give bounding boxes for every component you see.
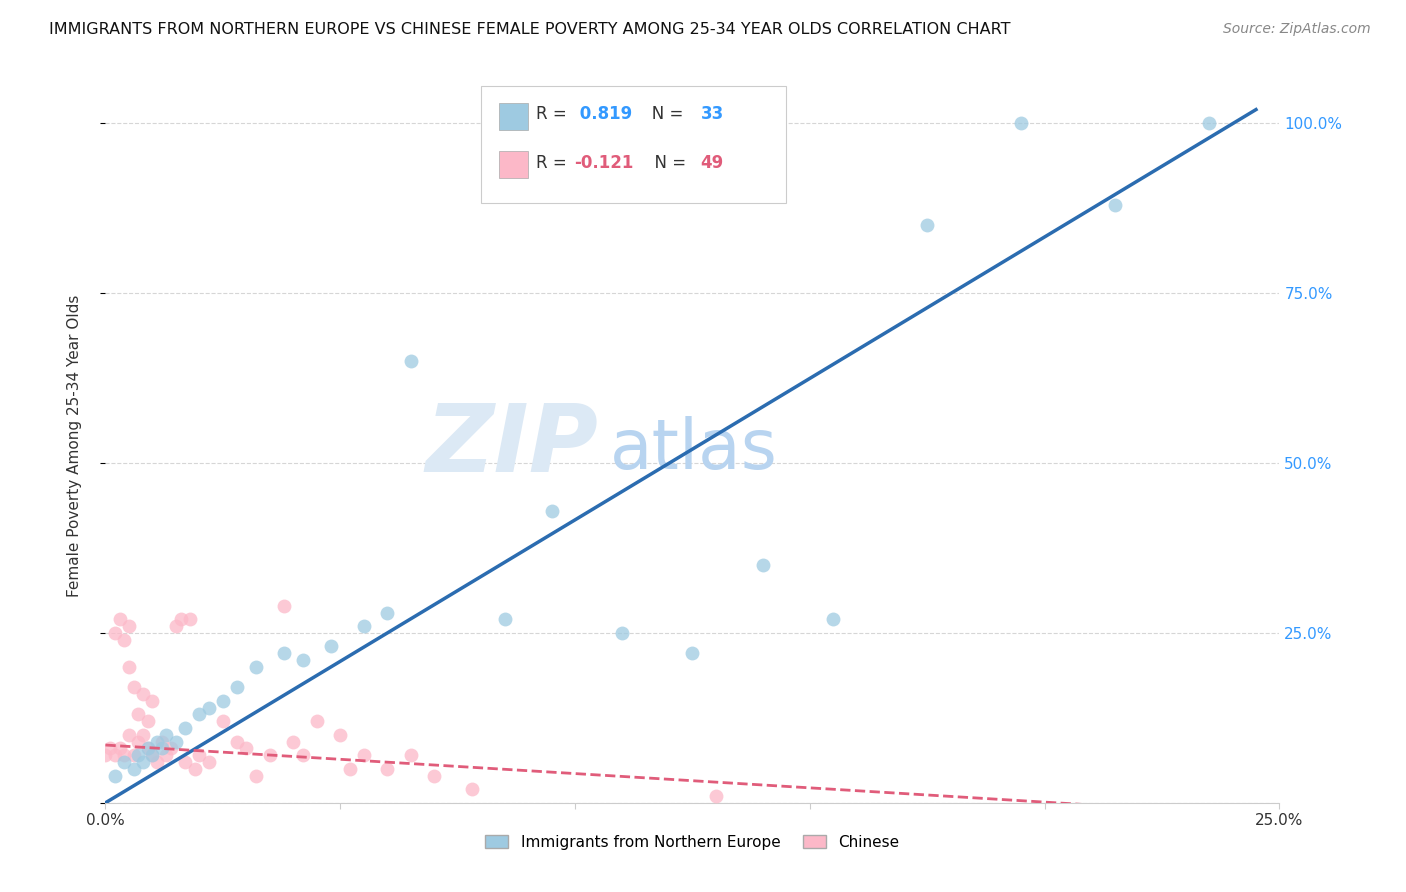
- Point: [118, 619, 141, 633]
- Point: [1010, 116, 1032, 130]
- Point: [375, 762, 398, 776]
- Point: [179, 612, 201, 626]
- Point: [197, 755, 219, 769]
- Point: [423, 769, 446, 783]
- Y-axis label: Female Poverty Among 25-34 Year Olds: Female Poverty Among 25-34 Year Olds: [67, 295, 82, 597]
- Point: [273, 599, 295, 613]
- Point: [461, 782, 484, 797]
- Point: [1104, 198, 1126, 212]
- Point: [197, 700, 219, 714]
- Point: [245, 769, 267, 783]
- Point: [155, 728, 177, 742]
- Legend: Immigrants from Northern Europe, Chinese: Immigrants from Northern Europe, Chinese: [479, 829, 905, 855]
- Point: [283, 734, 305, 748]
- Point: [132, 728, 155, 742]
- Point: [245, 660, 267, 674]
- FancyBboxPatch shape: [481, 86, 786, 203]
- Point: [399, 748, 422, 763]
- Text: R =: R =: [536, 105, 572, 123]
- Point: [141, 748, 163, 763]
- Point: [136, 741, 159, 756]
- Point: [104, 769, 127, 783]
- Point: [211, 714, 233, 729]
- Point: [188, 748, 211, 763]
- Point: [108, 612, 131, 626]
- Point: [122, 748, 145, 763]
- Point: [174, 755, 197, 769]
- Point: [211, 694, 233, 708]
- Text: IMMIGRANTS FROM NORTHERN EUROPE VS CHINESE FEMALE POVERTY AMONG 25-34 YEAR OLDS : IMMIGRANTS FROM NORTHERN EUROPE VS CHINE…: [49, 22, 1011, 37]
- Point: [98, 741, 121, 756]
- Point: [610, 626, 633, 640]
- Text: R =: R =: [536, 153, 572, 171]
- Point: [150, 734, 173, 748]
- Point: [273, 646, 295, 660]
- Point: [226, 734, 249, 748]
- Point: [118, 728, 141, 742]
- Text: atlas: atlas: [610, 416, 778, 483]
- Text: 0.819: 0.819: [574, 105, 633, 123]
- Point: [112, 632, 135, 647]
- Point: [917, 218, 939, 232]
- Point: [183, 762, 205, 776]
- Point: [127, 748, 149, 763]
- Bar: [499, 103, 529, 130]
- Point: [104, 626, 127, 640]
- Point: [494, 612, 516, 626]
- Point: [141, 748, 163, 763]
- Point: [823, 612, 845, 626]
- Point: [94, 748, 117, 763]
- Text: -0.121: -0.121: [574, 153, 633, 171]
- Point: [127, 734, 149, 748]
- Point: [375, 606, 398, 620]
- Point: [169, 612, 191, 626]
- Point: [259, 748, 281, 763]
- Point: [146, 755, 169, 769]
- Point: [136, 741, 159, 756]
- Point: [291, 748, 314, 763]
- Point: [226, 680, 249, 694]
- Point: [136, 714, 159, 729]
- Point: [132, 755, 155, 769]
- Point: [146, 734, 169, 748]
- Point: [104, 748, 127, 763]
- Point: [108, 741, 131, 756]
- Text: ZIP: ZIP: [426, 400, 599, 492]
- Point: [682, 646, 704, 660]
- Point: [339, 762, 361, 776]
- Point: [1198, 116, 1220, 130]
- Point: [319, 640, 342, 654]
- Point: [141, 694, 163, 708]
- Point: [150, 741, 173, 756]
- Text: N =: N =: [644, 153, 692, 171]
- Point: [174, 721, 197, 735]
- Point: [155, 748, 177, 763]
- Point: [399, 354, 422, 368]
- Point: [704, 789, 727, 803]
- Point: [235, 741, 257, 756]
- Point: [305, 714, 328, 729]
- Point: [112, 755, 135, 769]
- Point: [112, 748, 135, 763]
- Point: [540, 503, 562, 517]
- Text: 33: 33: [700, 105, 724, 123]
- Point: [127, 707, 149, 722]
- Point: [165, 734, 187, 748]
- Bar: [499, 152, 529, 178]
- Point: [291, 653, 314, 667]
- Point: [353, 748, 375, 763]
- Point: [118, 660, 141, 674]
- Point: [165, 619, 187, 633]
- Text: 49: 49: [700, 153, 724, 171]
- Point: [353, 619, 375, 633]
- Point: [132, 687, 155, 701]
- Point: [752, 558, 775, 572]
- Text: Source: ZipAtlas.com: Source: ZipAtlas.com: [1223, 22, 1371, 37]
- Point: [188, 707, 211, 722]
- Text: N =: N =: [636, 105, 689, 123]
- Point: [160, 741, 183, 756]
- Point: [329, 728, 352, 742]
- Point: [122, 680, 145, 694]
- Point: [122, 762, 145, 776]
